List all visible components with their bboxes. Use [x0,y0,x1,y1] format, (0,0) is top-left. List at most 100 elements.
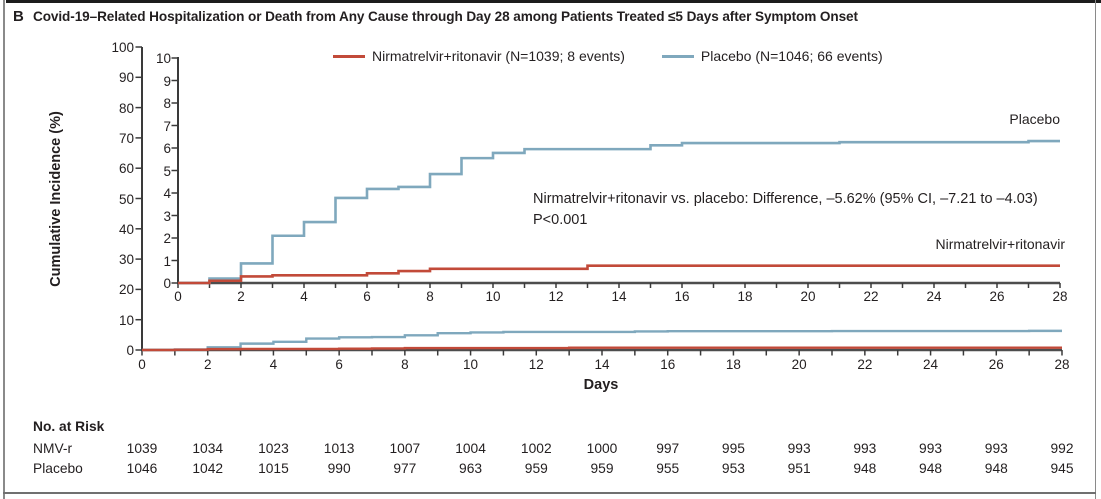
risk-value: 1039 [126,441,158,456]
inset-y-tick-label: 9 [163,73,171,89]
risk-value: 997 [656,441,680,456]
inset-x-tick-label: 18 [737,289,753,304]
inset-x-tick-label: 20 [800,289,816,304]
inset-y-tick-label: 1 [163,253,171,269]
inset-x-tick-label: 2 [237,289,245,304]
inset-x-tick-label: 12 [548,289,564,304]
legend-label-placebo: Placebo (N=1046; 66 events) [700,48,883,64]
risk-value: 977 [393,461,417,476]
risk-value: 993 [853,441,877,456]
risk-value: 948 [853,461,877,476]
inset-x-tick-label: 10 [485,289,501,304]
treatment-line-swatch [333,54,365,58]
main-y-tick-label: 30 [118,252,134,268]
risk-value: 1023 [258,441,289,456]
inset-curve-placebo [178,139,1060,285]
risk-value: 959 [590,461,614,476]
risk-value: 951 [787,461,811,476]
risk-value: 993 [984,441,1008,456]
risk-row-label: Placebo [33,461,83,476]
main-y-tick-label: 60 [118,161,134,177]
risk-value: 993 [787,441,811,456]
inset-y-tick-label: 8 [163,96,171,111]
inset-x-tick-label: 8 [426,289,434,304]
main-x-tick-label: 20 [791,357,807,372]
pvalue-annotation: P<0.001 [533,212,588,228]
inset-y-tick-label: 5 [163,163,171,179]
risk-value: 963 [459,461,483,476]
main-curve-placebo [142,329,1062,352]
panel-title: Covid-19–Related Hospitalization or Deat… [33,9,858,24]
main-x-tick-label: 14 [594,357,610,372]
main-x-tick-label: 2 [203,357,212,372]
inset-y-tick-label: 3 [163,208,171,224]
main-y-tick-label: 80 [118,100,134,116]
panel-letter: B [13,8,24,25]
inset-x-tick-label: 28 [1052,289,1068,304]
risk-value: 1013 [323,441,355,456]
main-x-tick-label: 16 [660,357,676,372]
main-x-tick-label: 8 [401,357,409,372]
inset-y-tick-label: 0 [163,276,171,291]
inset-y-tick-label: 4 [163,186,171,201]
inset-y-tick-label: 7 [163,118,171,134]
main-x-tick-label: 4 [269,357,278,372]
x-axis-title: Days [583,377,619,393]
legend-item-placebo: Placebo (N=1046; 66 events) [661,48,883,64]
risk-value: 1046 [126,461,158,476]
risk-value: 948 [919,461,943,476]
risk-value: 995 [721,441,745,456]
risk-row-label: NMV-r [33,441,73,456]
risk-value: 948 [984,461,1008,476]
main-x-tick-label: 18 [725,357,741,372]
inset-y-tick-label: 2 [163,231,171,246]
main-x-tick-label: 26 [988,357,1004,372]
main-y-tick-label: 50 [118,191,134,207]
main-x-tick-label: 22 [857,357,873,372]
risk-value: 1007 [389,441,421,456]
panel-border-top [6,0,1101,3]
main-x-tick-label: 0 [138,357,146,372]
inset-x-tick-label: 24 [926,289,942,304]
main-x-tick-label: 6 [335,357,343,372]
panel-border-left [3,0,5,499]
legend: Nirmatrelvir+ritonavir (N=1039; 8 events… [333,48,883,64]
main-y-tick-label: 100 [111,40,134,55]
inset-y-tick-label: 6 [163,141,171,156]
inset-y-tick-label: 10 [155,51,171,66]
legend-item-treatment: Nirmatrelvir+ritonavir (N=1039; 8 events… [333,48,625,64]
risk-value: 959 [524,461,548,476]
main-x-tick-label: 24 [923,357,939,372]
risk-value: 1042 [192,461,224,476]
risk-value: 1015 [258,461,289,476]
risk-value: 992 [1050,441,1074,456]
inset-x-tick-label: 26 [989,289,1005,304]
risk-value: 990 [327,461,351,476]
panel-rule-bottom [3,492,1096,494]
main-x-tick-label: 12 [528,357,544,372]
risk-table-header: No. at Risk [33,419,105,434]
legend-label-treatment: Nirmatrelvir+ritonavir (N=1039; 8 events… [372,48,625,64]
risk-value: 953 [721,461,745,476]
panel-title-row: B Covid-19–Related Hospitalization or De… [0,7,1101,29]
curve-label-treatment: Nirmatrelvir+ritonavir [935,236,1065,252]
risk-value: 945 [1050,461,1074,476]
main-x-tick-label: 10 [463,357,479,372]
risk-value: 1000 [586,441,618,456]
risk-value: 955 [656,461,680,476]
inset-x-tick-label: 16 [674,289,690,304]
inset-x-tick-label: 4 [300,289,308,304]
panel-border-right [1094,0,1097,499]
main-y-tick-label: 40 [118,221,134,237]
main-y-tick-label: 0 [126,343,134,358]
main-y-tick-label: 90 [118,70,134,86]
difference-annotation: Nirmatrelvir+ritonavir vs. placebo: Diff… [533,191,1038,207]
inset-x-tick-label: 0 [174,289,182,304]
curve-label-placebo: Placebo [1009,111,1060,127]
main-y-tick-label: 70 [118,130,134,146]
main-y-tick-label: 10 [118,312,134,328]
placebo-line-swatch [661,54,694,58]
risk-value: 993 [919,441,943,456]
